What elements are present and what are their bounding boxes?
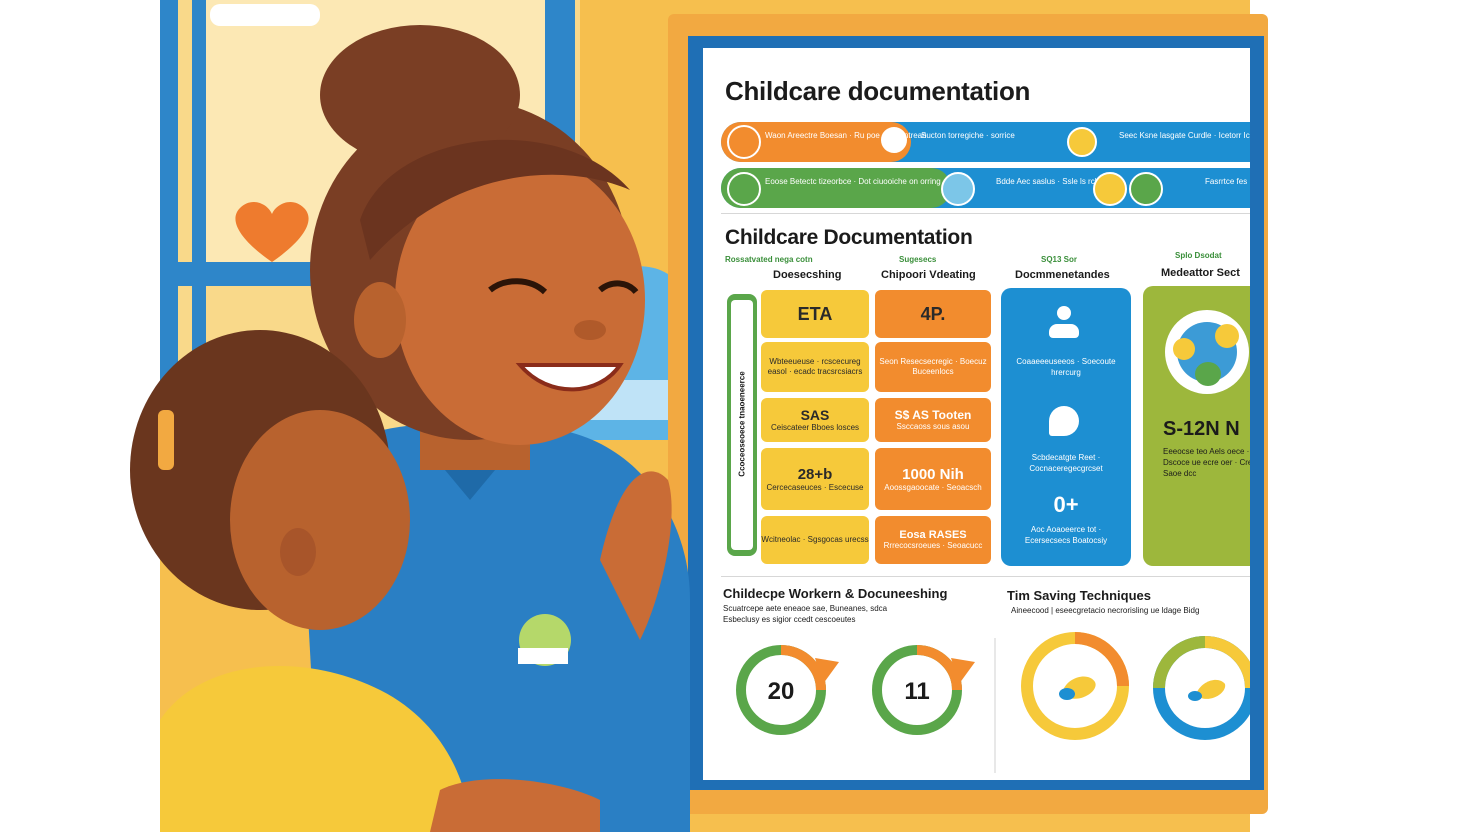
bottom-left-title: Childecpe Workern & Docuneeshing bbox=[723, 586, 948, 601]
blue-panel-line-2: Scbdecatgte Reet · Cocnaceregecgrcset bbox=[1029, 453, 1103, 473]
bird-icon bbox=[1093, 172, 1127, 206]
orange-tile-2: Seon Resecsecregic · Boecuz Buceenlocs bbox=[875, 342, 991, 392]
blue-panel: Coaaeeeuseeos · Soecoute hrercurg Scbdec… bbox=[1001, 288, 1131, 566]
orange-tile-3-value: S$ AS Tooten bbox=[894, 408, 972, 422]
col-3-eyebrow: SQ13 Sor bbox=[1041, 255, 1078, 264]
orange-tile-1-value: 4P. bbox=[920, 303, 946, 324]
heart-icon bbox=[235, 201, 309, 262]
banner-2-mid: Bdde Aec saslus · Ssle ls rcbene bbox=[996, 177, 1113, 186]
clock-icon bbox=[881, 127, 907, 153]
yellow-tile-1-value: ETA bbox=[797, 303, 833, 324]
orange-tile-5-text: Rrrecocsroeues · Seoacucc bbox=[883, 541, 983, 550]
side-label: Ccoceoseoece tnaoeneerce bbox=[737, 371, 747, 477]
orange-tile-2-text: Seon Resecsecregic · Boecuz Buceenlocs bbox=[879, 357, 987, 376]
yellow-tile-1: ETA bbox=[761, 290, 869, 338]
banner-1-mid: Sucton torregiche · sorrice bbox=[921, 131, 1015, 140]
col-1-eyebrow: Rossatvated nega cotn bbox=[725, 255, 813, 264]
side-bar: Ccoceoseoece tnaoeneerce bbox=[727, 294, 757, 556]
banner-2-text: Eoose Betectc tizeorbce · Dot ciuooiche … bbox=[765, 177, 941, 186]
col-2-eyebrow: Sugesecs bbox=[899, 255, 937, 264]
bottom-right-line-1: Aineecood | eseecgretacio necrorisling u… bbox=[1011, 606, 1200, 615]
green-panel-text: Eeeocse teo Aels oece · Dscoce ue ecre o… bbox=[1163, 447, 1250, 478]
yellow-tile-2-text: Wbteeueuse · rcscecureg easol · ecadc tr… bbox=[767, 357, 863, 376]
monitor-screen: Childcare documentation Waon Areectre Bo… bbox=[703, 48, 1250, 780]
badge-icon bbox=[727, 125, 761, 159]
yellow-tile-5: Wcitneolac · Sgsgocas urecss bbox=[761, 516, 869, 564]
bottom-left-line-1: Scuatrcepe aete eneaoe sae, Buneanes, sd… bbox=[723, 604, 888, 613]
ring-chart-icon: 11 bbox=[872, 645, 975, 735]
col-3-label: Docmmenetandes bbox=[1015, 269, 1110, 281]
banner-1-right: Seec Ksne lasgate Curdle · Icetorr Icoon bbox=[1119, 131, 1250, 140]
yellow-tile-4-text: Cercecaseuces · Escecuse bbox=[766, 482, 864, 492]
blue-panel-stat: 0+ bbox=[1053, 492, 1079, 517]
leaf-icon bbox=[727, 172, 761, 206]
col-4-eyebrow: Splo Dsodat bbox=[1175, 251, 1222, 260]
bird-icon bbox=[1049, 406, 1079, 436]
person-icon bbox=[1047, 306, 1081, 340]
orange-tile-4-value: 1000 Nih bbox=[902, 465, 964, 483]
ring-value-2: 11 bbox=[904, 678, 929, 705]
ring-chart-icon bbox=[1153, 636, 1250, 740]
yellow-tile-4: 28+b Cercecaseuces · Escecuse bbox=[761, 448, 869, 510]
orange-tile-4-text: Aoossgaoocate · Seoacsch bbox=[884, 482, 982, 492]
bottom-right-title: Tim Saving Techniques bbox=[1007, 588, 1151, 603]
yellow-tile-3-value: SAS bbox=[800, 407, 830, 423]
orange-tile-1: 4P. bbox=[875, 290, 991, 338]
orange-tile-3-text: Ssccaoss sous asou bbox=[896, 422, 970, 431]
orange-tile-5-value: Eosa RASES bbox=[899, 529, 967, 541]
globe-icon bbox=[1165, 310, 1249, 394]
green-panel-stat: S-12N N bbox=[1163, 418, 1240, 440]
ring-chart-icon: 20 bbox=[736, 645, 839, 735]
globe-icon bbox=[941, 172, 975, 206]
yellow-tile-3: SAS Ceiscateer Bboes losces bbox=[761, 398, 869, 442]
col-1-label: Doesecshing bbox=[773, 269, 842, 281]
col-2-label: Chipoori Vdeating bbox=[881, 269, 976, 281]
blue-panel-line-3: Aoc Aoaoeerce tot · Ecersecsecs Boatocsi… bbox=[1024, 525, 1108, 545]
page-title: Childcare documentation bbox=[725, 76, 1031, 106]
child-figure bbox=[130, 330, 600, 832]
yellow-tile-2: Wbteeueuse · rcscecureg easol · ecadc tr… bbox=[761, 342, 869, 392]
col-4-label: Medeattor Sect bbox=[1161, 267, 1240, 279]
ring-chart-icon bbox=[1021, 632, 1129, 740]
green-panel: S-12N N Eeeocse teo Aels oece · Dscoce u… bbox=[1143, 286, 1250, 566]
coin-icon bbox=[1067, 127, 1097, 157]
yellow-tile-5-text: Wcitneolac · Sgsgocas urecss bbox=[761, 535, 869, 544]
banner-1: Waon Areectre Boesan · Ru poe docuentrea… bbox=[721, 122, 1250, 162]
banner-2-right: Fasrrtce fes · Ssde eecers bbox=[1205, 177, 1250, 186]
banner-2: Eoose Betectc tizeorbce · Dot ciuooiche … bbox=[721, 168, 1250, 208]
blue-panel-line-1: Coaaeeeuseeos · Soecoute hrercurg bbox=[1016, 357, 1116, 377]
yellow-tile-3-text: Ceiscateer Bboes losces bbox=[770, 423, 860, 432]
orange-tile-5: Eosa RASES Rrrecocsroeues · Seoacucc bbox=[875, 516, 991, 564]
banner-1-text: Waon Areectre Boesan · Ru poe docuentrea… bbox=[765, 131, 927, 140]
section-title: Childcare Documentation bbox=[725, 226, 973, 249]
orange-tile-4: 1000 Nih Aoossgaoocate · Seoacsch bbox=[875, 448, 991, 510]
leaf-icon bbox=[1129, 172, 1163, 206]
orange-tile-3: S$ AS Tooten Ssccaoss sous asou bbox=[875, 398, 991, 442]
ring-value-1: 20 bbox=[768, 678, 795, 705]
bottom-left-line-2: Esbeclusy es sigior ccedt cescoeutes bbox=[723, 615, 856, 624]
ring-charts: 20 11 bbox=[736, 632, 1250, 773]
yellow-tile-4-value: 28+b bbox=[797, 465, 833, 483]
